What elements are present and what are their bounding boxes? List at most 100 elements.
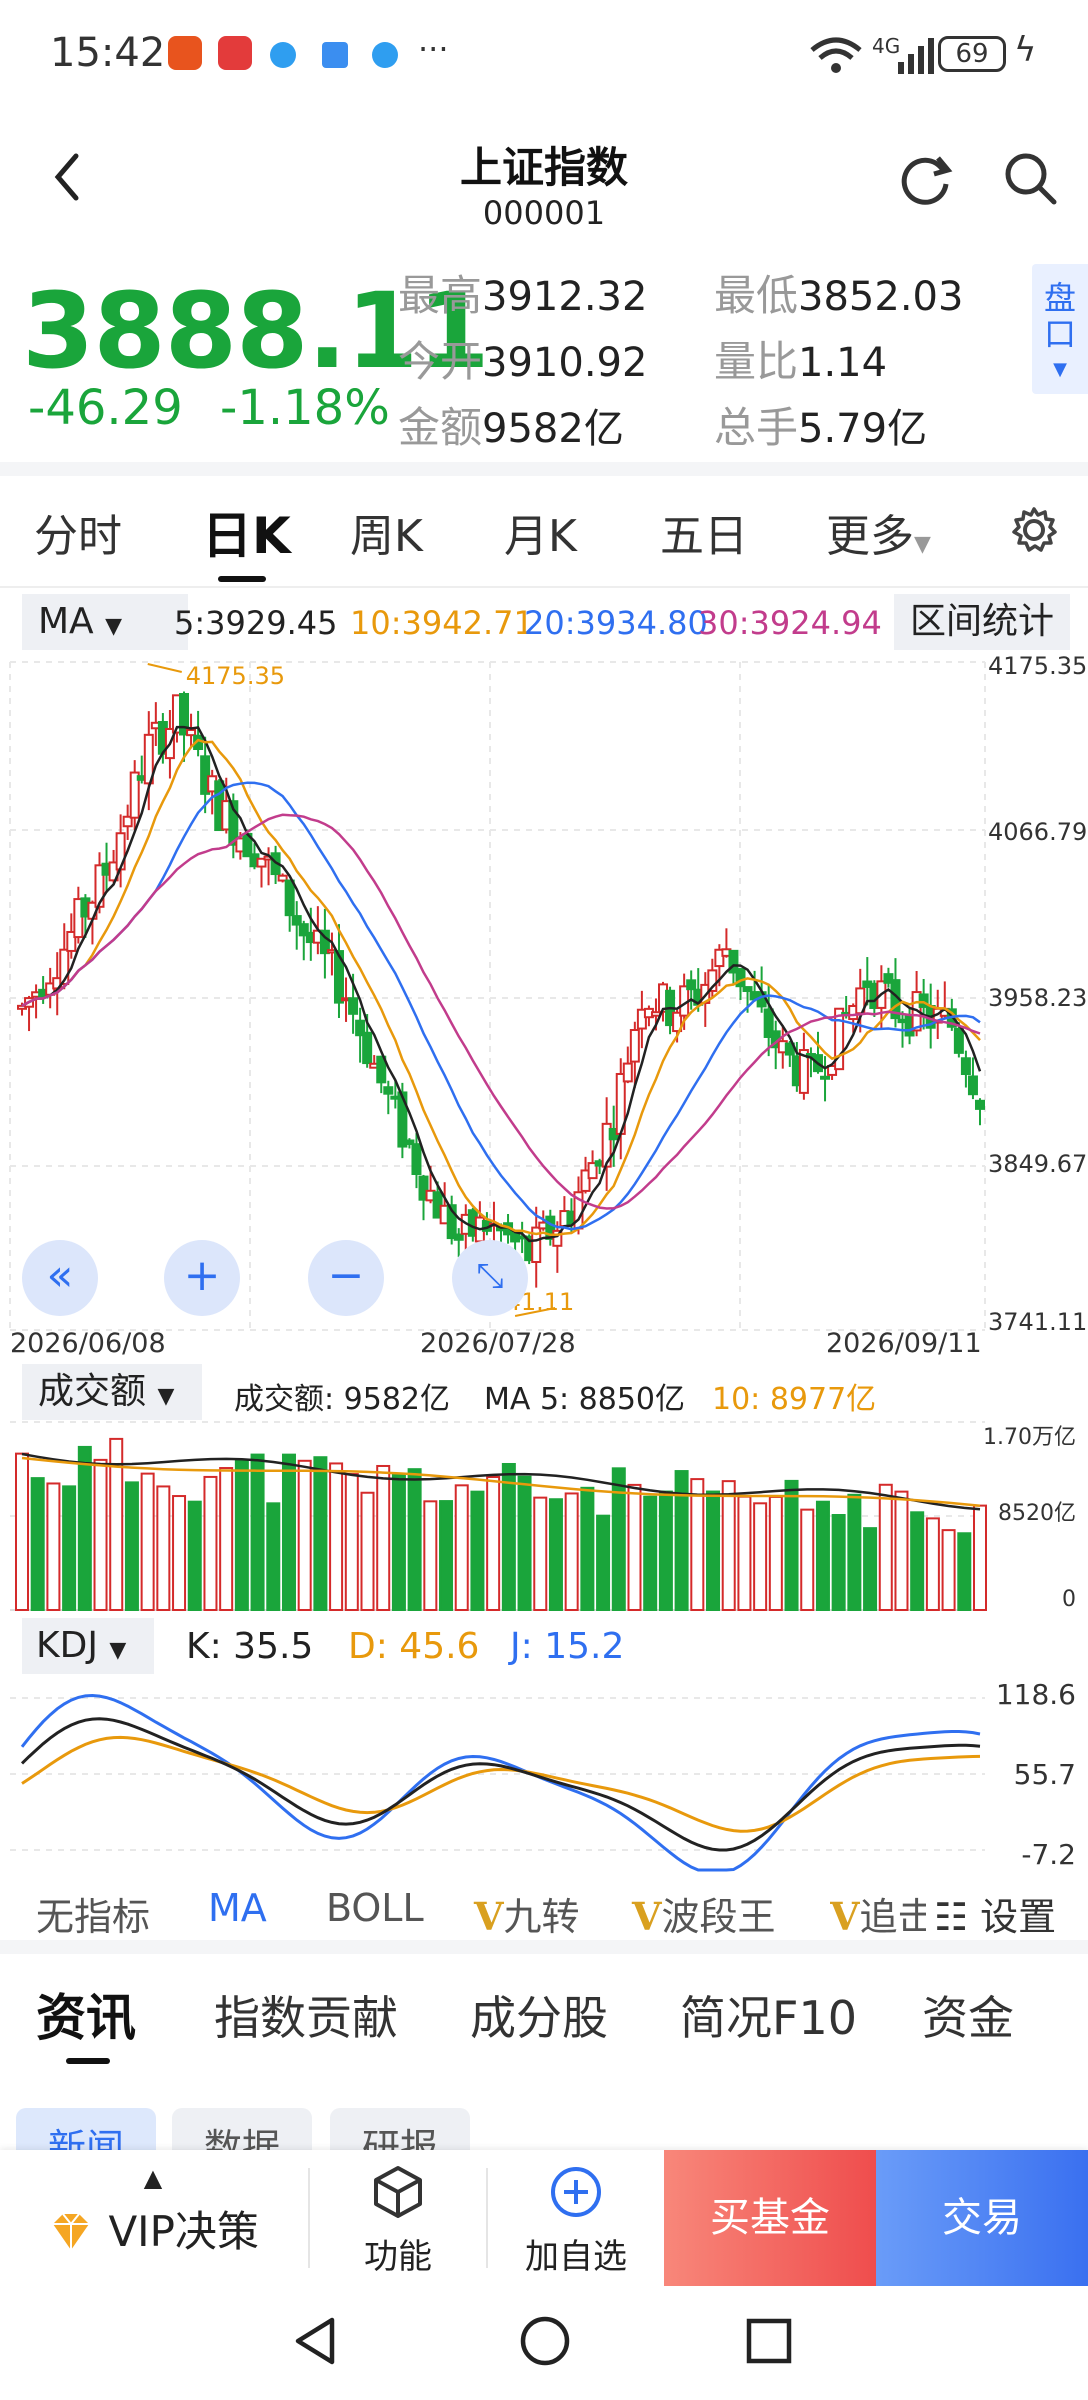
tab-daily-k[interactable]: 日K	[202, 507, 291, 565]
tab-constituents[interactable]: 成分股	[470, 1991, 608, 2045]
more-notifications-icon: ···	[418, 30, 449, 68]
buy-fund-button[interactable]: 买基金	[664, 2150, 876, 2286]
tab-funds[interactable]: 资金	[922, 1991, 1014, 2045]
zoom-out-button[interactable]: −	[308, 1240, 384, 1316]
active-tab-indicator	[66, 2058, 110, 2064]
tab-monthly-k[interactable]: 月K	[504, 511, 577, 562]
candle-body	[587, 1162, 598, 1180]
candle-body	[122, 815, 133, 828]
stat-label: 最高	[398, 271, 483, 320]
indicator-ma[interactable]: MA	[208, 1886, 267, 1930]
battery-level: 69	[955, 39, 989, 69]
change-value: -46.29	[28, 380, 183, 436]
volume-bar	[847, 1493, 862, 1611]
back-icon[interactable]	[52, 152, 82, 202]
high-mark-label: 4175.35	[186, 662, 285, 690]
ma20-line	[21, 781, 981, 1231]
volume-bar	[266, 1502, 281, 1611]
high-mark-leader	[147, 663, 182, 673]
status-time: 15:42	[50, 30, 166, 76]
indicator-boduanwang[interactable]: V波段王	[632, 1886, 776, 1941]
bottom-action-bar: ▲ VIP决策 功能 加自选 买基金 交易	[0, 2150, 1088, 2286]
volume-ma10-line	[21, 1456, 981, 1508]
volume-selector[interactable]: 成交额 ▼	[22, 1364, 202, 1420]
volume-bar	[831, 1514, 846, 1611]
scroll-left-button[interactable]: «	[22, 1240, 98, 1316]
volume-bar	[580, 1486, 595, 1611]
volume-bar	[172, 1495, 187, 1611]
stat-label: 金额	[398, 403, 483, 452]
divider	[0, 586, 1088, 588]
volume-bar	[690, 1478, 705, 1611]
candle-body	[333, 950, 344, 1004]
chevron-down-icon: ▼	[914, 532, 931, 557]
function-button[interactable]: 功能	[310, 2150, 486, 2286]
candle-body	[707, 969, 718, 992]
candle-body	[404, 1139, 415, 1145]
indicator-boll[interactable]: BOLL	[326, 1886, 424, 1930]
y-axis-label: 0	[1062, 1587, 1076, 1612]
pankou-button[interactable]: 盘口 ▼	[1032, 264, 1088, 394]
function-label: 功能	[364, 2237, 432, 2277]
refresh-icon[interactable]	[898, 150, 956, 208]
nav-back-icon[interactable]	[290, 2314, 340, 2368]
candle-body	[545, 1215, 556, 1240]
candle-body	[383, 1086, 394, 1095]
volume-bar	[203, 1475, 218, 1612]
separator	[486, 2168, 488, 2268]
volume-chart[interactable]: 1.70万亿 8520亿 0	[0, 1420, 1088, 1614]
tab-intraday[interactable]: 分时	[34, 511, 122, 562]
nav-home-icon[interactable]	[518, 2314, 572, 2368]
volume-bar	[517, 1475, 532, 1611]
y-axis-label: 4066.79	[988, 818, 1087, 846]
candle-body	[967, 1075, 978, 1096]
indicator-settings-label: 设置	[980, 1895, 1057, 1939]
indicator-zhui-label: 追击	[859, 1895, 926, 1939]
legend-ma10: 10:3942.71	[350, 604, 534, 642]
nav-recents-icon[interactable]	[744, 2316, 794, 2366]
ma-selector[interactable]: MA ▼	[22, 594, 188, 650]
candle-body	[186, 728, 197, 737]
x-axis-date: 2026/07/28	[420, 1328, 576, 1359]
stat-open: 今开3910.92	[398, 328, 728, 389]
volume-bar	[376, 1464, 391, 1611]
indicator-none[interactable]: 无指标	[36, 1895, 151, 1939]
tab-f10[interactable]: 简况F10	[680, 1991, 857, 2045]
indicator-jiuzhuan[interactable]: V九转	[474, 1886, 580, 1941]
volume-bar	[391, 1473, 406, 1611]
search-icon[interactable]	[1002, 150, 1060, 208]
stat-value: 9582亿	[482, 406, 624, 452]
kline-chart[interactable]: 4175.354066.793958.233849.673741.112026/…	[0, 650, 1088, 1360]
tab-news[interactable]: 资讯	[36, 1989, 136, 2047]
candle-body	[362, 1031, 373, 1065]
vip-decision-button[interactable]: ▲ VIP决策	[0, 2150, 306, 2286]
indicator-settings[interactable]: ☷ 设置	[934, 1886, 1057, 1941]
tab-five-day[interactable]: 五日	[660, 511, 748, 562]
stat-value: 1.14	[798, 340, 888, 386]
add-watchlist-button[interactable]: 加自选	[488, 2150, 664, 2286]
volume-bar	[548, 1498, 563, 1611]
candle-body	[94, 864, 105, 908]
candle-body	[686, 979, 697, 991]
kdj-selector[interactable]: KDJ ▼	[22, 1618, 154, 1674]
volume-ma5-line	[21, 1452, 981, 1511]
kdj-selector-label: KDJ	[36, 1625, 98, 1666]
indicator-zhui[interactable]: V追击	[830, 1886, 926, 1941]
fullscreen-button[interactable]: ⤡	[452, 1240, 528, 1316]
volume-bar	[768, 1495, 783, 1611]
tab-weekly-k[interactable]: 周K	[350, 511, 423, 562]
tab-more[interactable]: 更多▼	[826, 500, 931, 564]
volume-bar	[721, 1480, 736, 1611]
volume-bar	[46, 1482, 61, 1611]
zoom-in-button[interactable]: +	[164, 1240, 240, 1316]
volume-bar	[611, 1467, 626, 1611]
y-axis-label: 55.7	[1014, 1758, 1076, 1791]
tab-index-contribution[interactable]: 指数贡献	[214, 1991, 398, 2045]
chart-settings-icon[interactable]	[1010, 506, 1058, 554]
volume-bar	[281, 1453, 296, 1611]
kdj-chart[interactable]: 118.6 55.7 -7.2	[0, 1674, 1088, 1874]
trade-button[interactable]: 交易	[876, 2150, 1088, 2286]
volume-bar	[894, 1490, 909, 1611]
candle-body	[319, 929, 330, 955]
range-stats-button[interactable]: 区间统计	[894, 594, 1070, 650]
